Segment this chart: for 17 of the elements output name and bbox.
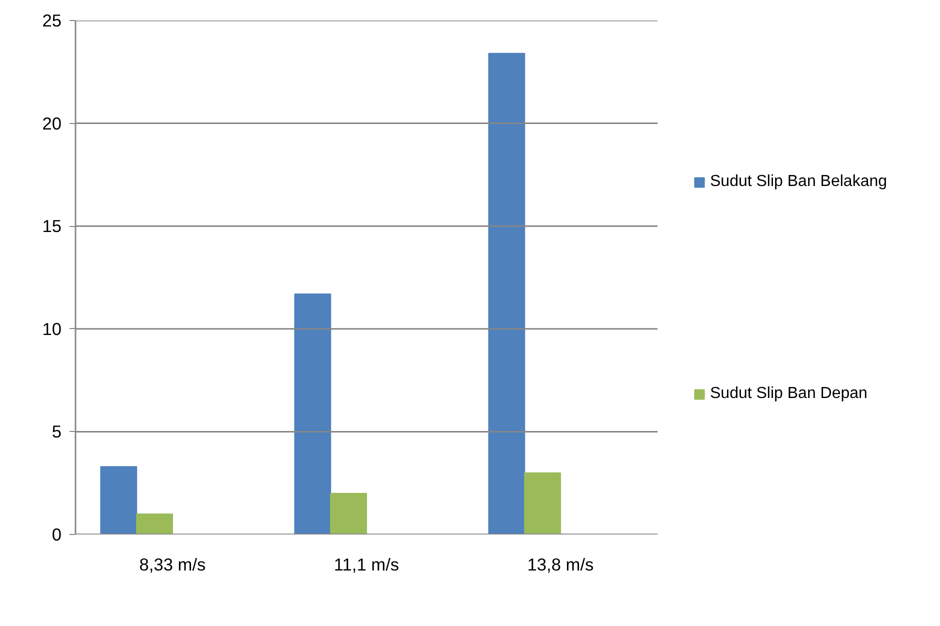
y-tick-label: 5 [52,422,62,442]
y-tick-label: 20 [42,113,62,134]
x-tick-label: 8,33 m/s [139,554,206,574]
bar [100,466,138,534]
x-tick-label: 11,1 m/s [334,554,400,574]
bar [488,52,526,534]
y-tick-label: 10 [42,318,62,339]
bar [330,492,367,534]
bar [524,472,561,534]
y-tick-label: 0 [52,524,62,544]
y-tick-label: 15 [42,216,62,236]
legend-label: Sudut Slip Ban Depan [710,384,868,404]
bar [136,513,173,534]
bar [294,293,332,534]
y-tick-label: 25 [42,10,62,30]
x-tick-label: 13,8 m/s [527,554,594,574]
legend-label: Sudut Slip Ban Belakang [710,172,888,192]
